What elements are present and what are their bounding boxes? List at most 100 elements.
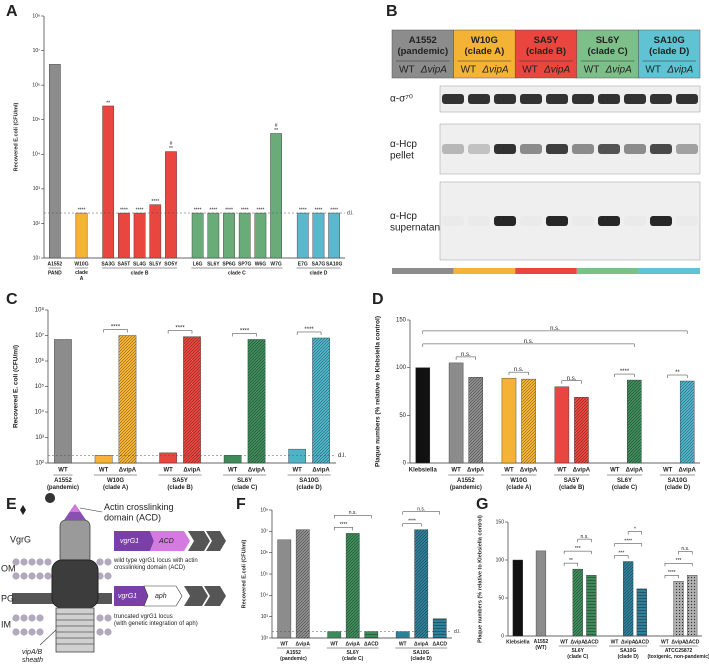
detection-limit-label: d.l. bbox=[454, 629, 461, 635]
text-line: SA10G bbox=[413, 650, 430, 656]
color-key bbox=[453, 268, 516, 274]
text-line: W10G bbox=[510, 478, 527, 484]
bar bbox=[432, 618, 447, 639]
y-tick-label: 10⁸ bbox=[35, 307, 45, 314]
y-tick-label: 0 bbox=[501, 633, 504, 639]
bar-label: ΔACD bbox=[364, 641, 379, 647]
text-line: (clade C) bbox=[342, 656, 363, 662]
bar-label: ΔvipA bbox=[414, 641, 429, 647]
band bbox=[624, 94, 646, 104]
gene bbox=[150, 531, 190, 551]
sheath-stripes bbox=[56, 613, 94, 645]
text-line: W10G bbox=[107, 478, 124, 484]
group-label: clade C bbox=[228, 270, 246, 276]
y-tick-label: 10² bbox=[261, 635, 269, 641]
bar bbox=[636, 588, 647, 637]
text-line: (clade D) bbox=[296, 484, 321, 490]
bar bbox=[223, 212, 235, 259]
strain-label: W10G (clade A) bbox=[465, 35, 505, 57]
y-tick-label: 10⁸ bbox=[32, 13, 40, 19]
strain-header bbox=[391, 29, 454, 79]
group-label: PAND bbox=[48, 270, 62, 276]
band bbox=[468, 94, 490, 104]
bar bbox=[501, 377, 517, 464]
row-label: α-σ⁷⁰ bbox=[390, 94, 413, 105]
y-tick-label: 10² bbox=[35, 461, 44, 467]
panel-label: B bbox=[386, 3, 398, 20]
gene bbox=[184, 586, 208, 606]
band bbox=[676, 94, 698, 104]
y-tick-label: 10² bbox=[33, 221, 41, 227]
text-line: (clade B) bbox=[559, 484, 584, 490]
bar-label: WT bbox=[228, 468, 238, 474]
bracket bbox=[422, 343, 635, 347]
band bbox=[546, 144, 568, 154]
bar-label: W6G bbox=[255, 261, 267, 267]
bar bbox=[133, 212, 146, 259]
significance: ** bbox=[106, 100, 110, 106]
y-tick-label: 10⁴ bbox=[260, 593, 268, 599]
text-line: SA10G bbox=[299, 478, 319, 484]
bar bbox=[247, 339, 266, 464]
lipid bbox=[12, 614, 20, 622]
bar-label: ΔvipA bbox=[573, 468, 591, 474]
bar bbox=[277, 539, 292, 639]
lane-label: WT bbox=[461, 65, 477, 76]
text-line: wild type vgrG1 locus with actin bbox=[113, 558, 198, 564]
group-label: clade A bbox=[75, 270, 88, 282]
group-label: SL6Y (clade C) bbox=[342, 650, 363, 662]
bracket bbox=[563, 562, 579, 567]
group-label: W10G (clade A) bbox=[103, 478, 128, 491]
bracket-label: **** bbox=[175, 326, 185, 332]
lipid bbox=[28, 572, 36, 580]
significance: **** bbox=[136, 207, 144, 213]
text-line: (pandemic) bbox=[280, 656, 307, 662]
group-label: clade B bbox=[131, 270, 149, 276]
lipid bbox=[96, 614, 104, 622]
bracket bbox=[561, 380, 582, 384]
bar-label: ΔACD bbox=[635, 639, 650, 645]
lipid bbox=[104, 558, 112, 566]
bar-label: ΔvipA bbox=[346, 641, 361, 647]
bar-label: Klebsiella bbox=[506, 639, 530, 645]
bar-label: WT bbox=[399, 641, 407, 647]
text-line: truncated vgrG1 locus bbox=[114, 614, 173, 620]
significance: # bbox=[170, 141, 173, 147]
bar-label: SO5Y bbox=[164, 261, 178, 267]
group-label: clade D bbox=[310, 270, 328, 276]
text-line: (clade B) bbox=[526, 45, 566, 56]
lane-label: ΔvipA bbox=[481, 65, 508, 76]
text-line: vipA/B bbox=[22, 649, 43, 656]
strain-label: A1552 (pandemic) bbox=[397, 35, 448, 57]
bracket-label: n.s. bbox=[524, 339, 534, 345]
panel-label: C bbox=[6, 291, 18, 308]
bar-label: WT bbox=[611, 639, 619, 645]
bar bbox=[468, 377, 483, 464]
y-tick-label: 0 bbox=[403, 461, 407, 467]
bracket bbox=[508, 371, 529, 376]
bar bbox=[238, 212, 251, 259]
band bbox=[572, 216, 594, 226]
bracket bbox=[455, 356, 476, 360]
bracket-label: **** bbox=[304, 327, 314, 333]
band bbox=[572, 94, 594, 104]
lane-label: WT bbox=[522, 65, 538, 76]
gene-label: vgrG1 bbox=[118, 593, 137, 600]
bar bbox=[679, 380, 695, 464]
text-line: SA10G bbox=[654, 35, 685, 46]
text-line: SL6Y bbox=[617, 478, 632, 484]
bar bbox=[554, 386, 570, 464]
lane-label: ΔvipA bbox=[605, 65, 632, 76]
bracket-label: n.s. bbox=[550, 326, 560, 332]
text-line: (clade D) bbox=[411, 656, 432, 662]
acd-tip bbox=[70, 504, 80, 512]
bracket bbox=[563, 550, 592, 555]
bar bbox=[327, 631, 342, 639]
bar-label: A1552 bbox=[47, 261, 62, 267]
bar-label: WT bbox=[557, 468, 567, 474]
color-key bbox=[638, 268, 700, 274]
outer-membrane bbox=[12, 558, 112, 580]
bar bbox=[207, 212, 220, 259]
bar bbox=[521, 378, 536, 464]
bar bbox=[159, 452, 177, 464]
